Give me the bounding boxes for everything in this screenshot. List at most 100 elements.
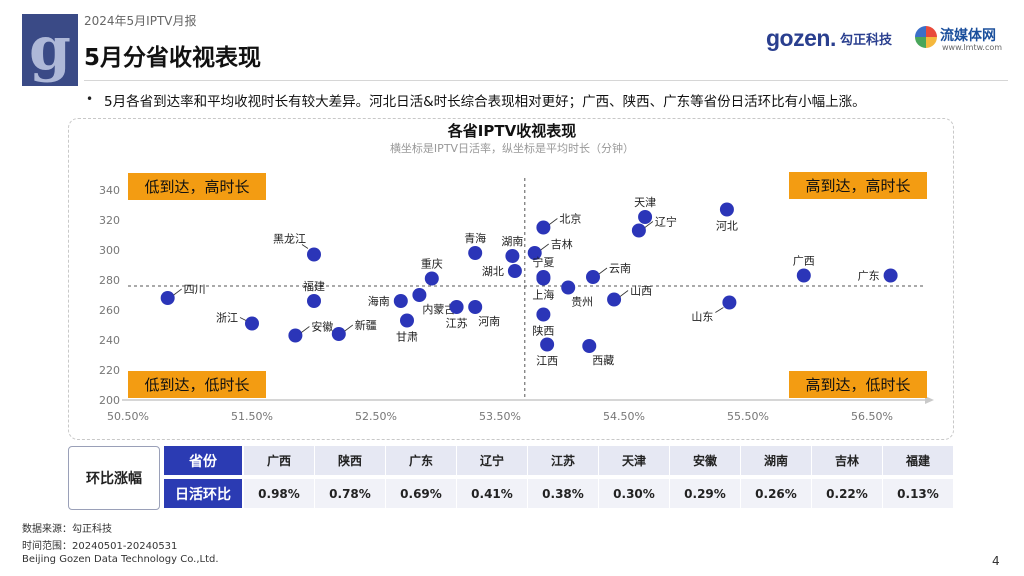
data-label: 上海 bbox=[532, 288, 554, 302]
y-tick-label: 240 bbox=[99, 334, 120, 347]
table-cell-province: 陕西 bbox=[315, 446, 385, 475]
company-logo: g bbox=[22, 14, 78, 86]
x-tick-label: 54.50% bbox=[603, 410, 645, 423]
data-point bbox=[638, 210, 653, 224]
data-point bbox=[468, 300, 483, 314]
table-cell-change: 0.30% bbox=[599, 479, 669, 508]
table-cell-province: 江苏 bbox=[528, 446, 598, 475]
data-point bbox=[245, 316, 259, 331]
data-label: 江苏 bbox=[446, 317, 468, 330]
data-label: 甘肃 bbox=[396, 331, 418, 344]
data-label: 海南 bbox=[368, 294, 390, 308]
quadrant-label-bottom-left-bg bbox=[128, 371, 266, 398]
logo-glyph: g bbox=[29, 14, 71, 84]
data-point bbox=[468, 246, 483, 260]
data-point bbox=[505, 249, 520, 263]
data-point bbox=[507, 264, 522, 278]
data-label: 江西 bbox=[536, 355, 558, 368]
quadrant-label-top-left: 低到达，高时长 bbox=[144, 178, 249, 196]
table-header-province: 省份 bbox=[164, 446, 242, 475]
quadrant-label-top-right-bg bbox=[789, 172, 927, 199]
data-label: 广西 bbox=[793, 255, 815, 268]
data-point bbox=[719, 202, 734, 217]
data-label: 福建 bbox=[303, 279, 325, 293]
table-cell-change: 0.78% bbox=[315, 479, 385, 508]
data-label: 西藏 bbox=[592, 354, 614, 367]
data-label: 重庆 bbox=[421, 257, 443, 271]
y-tick-label: 220 bbox=[99, 364, 120, 377]
data-point bbox=[796, 268, 811, 283]
data-label: 北京 bbox=[559, 212, 581, 226]
x-tick-label: 55.50% bbox=[727, 410, 769, 423]
brand-gozen-name: 勾正科技 bbox=[840, 33, 893, 48]
data-point bbox=[582, 339, 597, 353]
y-tick-label: 280 bbox=[99, 274, 120, 287]
data-point bbox=[288, 328, 303, 343]
table-cell-province: 广西 bbox=[244, 446, 314, 475]
table-cell-province: 安徽 bbox=[670, 446, 740, 475]
table-cell-province: 吉林 bbox=[812, 446, 882, 475]
data-label: 安徽 bbox=[311, 320, 333, 334]
quadrant-label-bottom-left: 低到达，低时长 bbox=[144, 376, 249, 394]
data-point bbox=[722, 295, 737, 310]
summary-text: 5月各省到达率和平均收视时长有较大差异。河北日活&时长综合表现相对更好；广西、陕… bbox=[104, 94, 866, 110]
chart-subtitle: 横坐标是IPTV日活率，纵坐标是平均时长（分钟） bbox=[390, 141, 634, 155]
table-cell-change: 0.41% bbox=[457, 479, 527, 508]
data-label: 浙江 bbox=[216, 312, 238, 325]
data-point bbox=[307, 247, 321, 262]
x-tick-label: 52.50% bbox=[355, 410, 397, 423]
label-leader-line bbox=[344, 324, 354, 332]
data-point bbox=[400, 313, 414, 328]
data-label: 黑龙江 bbox=[273, 233, 306, 246]
page-title: 5月分省收视表现 bbox=[84, 45, 262, 71]
brand-lmt-icon bbox=[915, 26, 937, 48]
report-label: 2024年5月IPTV月报 bbox=[84, 14, 197, 28]
table-cell-change: 0.22% bbox=[812, 479, 882, 508]
data-label: 河北 bbox=[716, 220, 738, 233]
label-leader-line bbox=[549, 218, 558, 225]
table-cell-change: 0.38% bbox=[528, 479, 598, 508]
x-axis-arrow bbox=[925, 396, 934, 404]
chart-frame bbox=[68, 118, 954, 440]
table-cell-province: 辽宁 bbox=[457, 446, 527, 475]
data-label: 湖北 bbox=[482, 265, 504, 278]
y-tick-label: 300 bbox=[99, 244, 120, 257]
data-point bbox=[412, 288, 427, 302]
brand-lmt-url: www.lmtw.com bbox=[942, 43, 1003, 52]
data-label: 宁夏 bbox=[532, 255, 554, 269]
y-tick-label: 340 bbox=[99, 184, 120, 197]
data-label: 山东 bbox=[691, 311, 713, 324]
data-point bbox=[883, 268, 898, 283]
data-label: 四川 bbox=[184, 283, 206, 296]
data-point bbox=[607, 292, 622, 307]
label-leader-line bbox=[301, 326, 310, 333]
data-point bbox=[393, 294, 408, 308]
data-label: 云南 bbox=[609, 262, 631, 275]
data-point bbox=[536, 307, 551, 322]
data-label: 广东 bbox=[858, 270, 880, 283]
label-leader-line bbox=[239, 317, 247, 321]
table-cell-change: 0.98% bbox=[244, 479, 314, 508]
label-leader-line bbox=[619, 290, 629, 297]
label-leader-line bbox=[301, 244, 309, 249]
table-cell-change: 0.13% bbox=[883, 479, 953, 508]
label-leader-line bbox=[540, 243, 549, 251]
label-leader-line bbox=[644, 221, 654, 228]
table-cell-province: 湖南 bbox=[741, 446, 811, 475]
quadrant-label-bottom-right: 高到达，低时长 bbox=[805, 376, 910, 394]
data-label: 内蒙古 bbox=[422, 302, 455, 316]
data-point bbox=[527, 246, 542, 260]
data-label: 辽宁 bbox=[655, 215, 677, 229]
brand-gozen-logo: gozen. bbox=[766, 25, 836, 51]
data-label: 青海 bbox=[464, 231, 486, 245]
label-leader-line bbox=[598, 267, 608, 275]
y-tick-label: 260 bbox=[99, 304, 120, 317]
data-point bbox=[160, 291, 175, 305]
data-point bbox=[307, 294, 321, 308]
data-label: 吉林 bbox=[551, 237, 573, 251]
data-label: 贵州 bbox=[571, 296, 593, 309]
time-range: 时间范围：20240501-20240531 bbox=[22, 541, 178, 552]
table-cell-province: 福建 bbox=[883, 446, 953, 475]
data-point bbox=[631, 223, 646, 238]
